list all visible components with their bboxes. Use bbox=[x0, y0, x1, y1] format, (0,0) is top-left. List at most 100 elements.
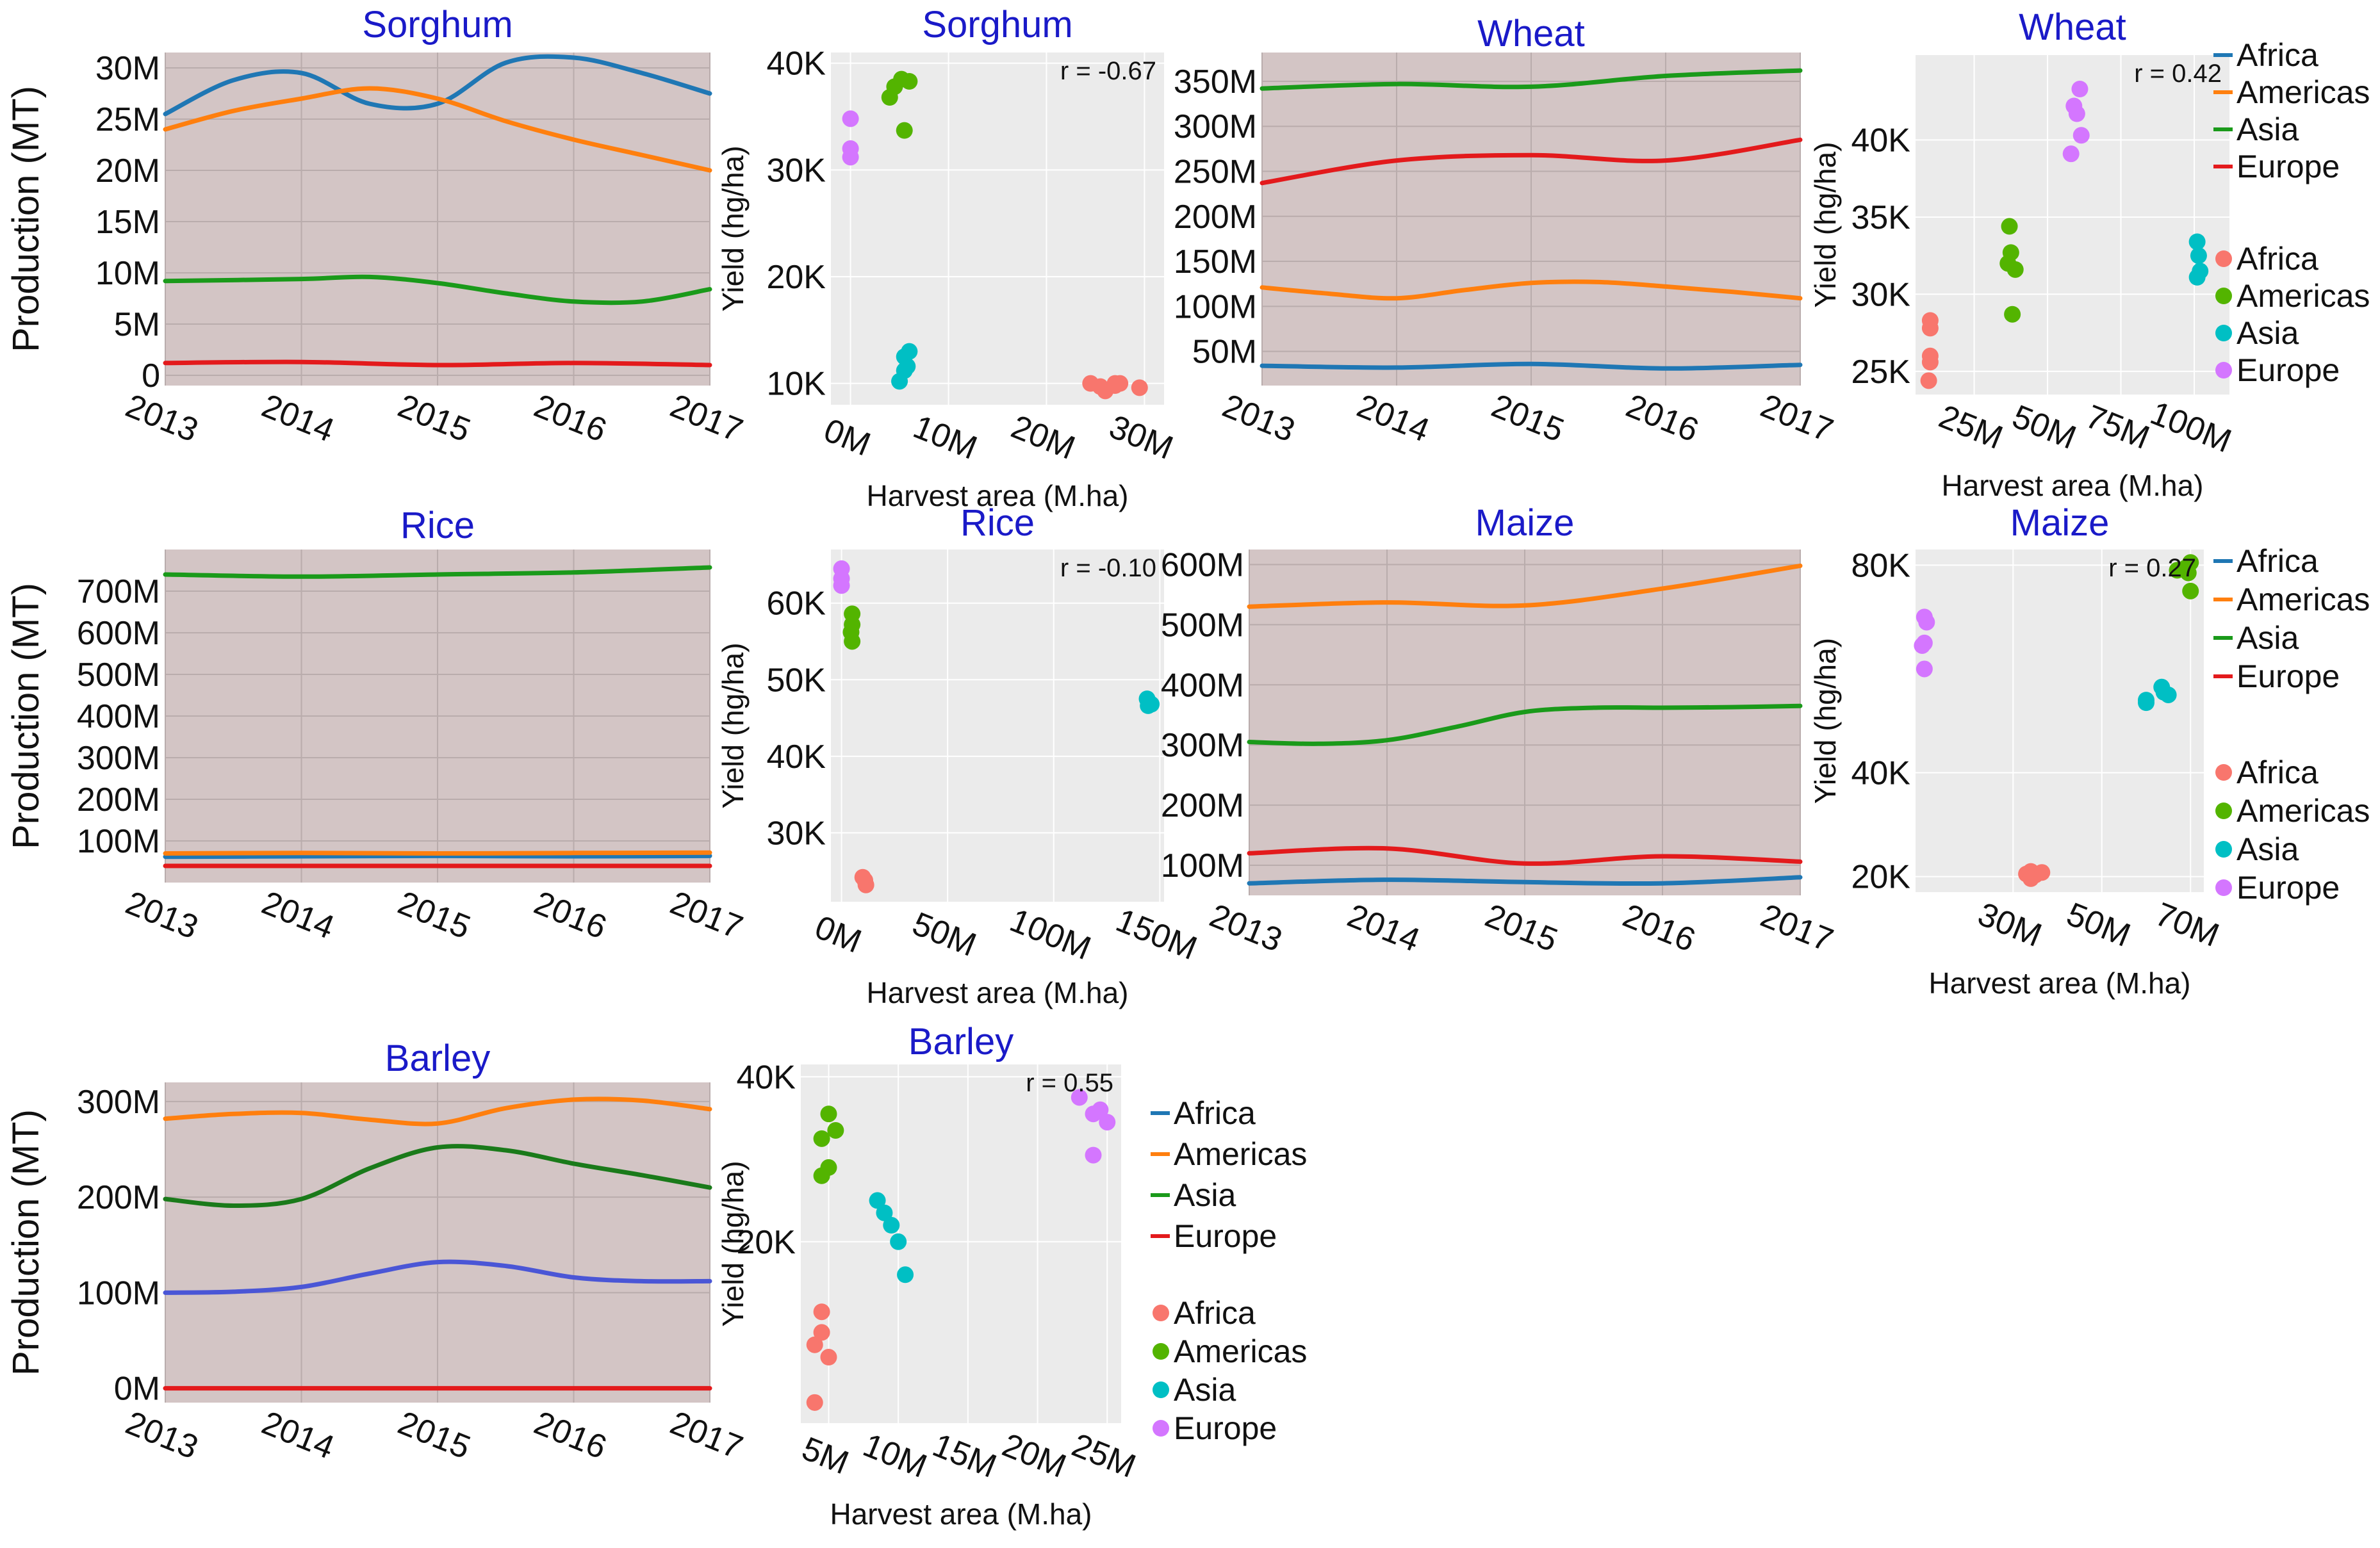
legend-point-label: Europe bbox=[2236, 870, 2340, 906]
legend-line-label: Americas bbox=[1174, 1136, 1307, 1172]
x-tick-label: 10M bbox=[908, 408, 982, 467]
y-tick-label: 10K bbox=[766, 366, 826, 403]
x-tick-label: 25M bbox=[1934, 398, 2008, 457]
legend-point-swatch bbox=[2215, 288, 2232, 304]
y-tick-label: 100M bbox=[1174, 288, 1257, 325]
y-tick-label: 60K bbox=[766, 585, 826, 623]
x-tick-label: 2017 bbox=[1755, 897, 1838, 959]
x-tick-label: 2015 bbox=[393, 1405, 475, 1467]
y-tick-label: 300M bbox=[1174, 108, 1257, 145]
legend-point-swatch bbox=[1153, 1305, 1169, 1321]
data-point-africa bbox=[820, 1349, 837, 1366]
x-axis-label: Harvest area (M.ha) bbox=[866, 479, 1128, 512]
data-point-europe bbox=[833, 577, 850, 594]
x-tick-label: 2013 bbox=[1217, 387, 1300, 450]
y-tick-label: 25M bbox=[95, 101, 160, 138]
data-point-americas bbox=[2001, 218, 2018, 235]
data-point-europe bbox=[1914, 637, 1931, 654]
x-tick-label: 150M bbox=[1111, 902, 1202, 968]
data-point-asia bbox=[2190, 247, 2207, 265]
legend-point-swatch bbox=[2215, 803, 2232, 819]
y-tick-label: 40K bbox=[1851, 122, 1910, 159]
y-tick-label: 30K bbox=[766, 815, 826, 852]
y-tick-label: 50K bbox=[766, 662, 826, 699]
data-point-europe bbox=[1099, 1114, 1116, 1131]
legend-point-label: Asia bbox=[1174, 1372, 1236, 1408]
y-tick-label: 40K bbox=[766, 738, 826, 776]
x-tick-label: 2016 bbox=[1621, 387, 1703, 450]
y-tick-label: 100M bbox=[77, 823, 160, 860]
y-tick-label: 25K bbox=[1851, 354, 1910, 391]
legend-line-label: Asia bbox=[2236, 620, 2299, 656]
series-line-europe bbox=[163, 359, 712, 368]
data-point-africa bbox=[1921, 320, 1939, 337]
series-line-europe bbox=[1247, 845, 1803, 866]
y-tick-label: 300M bbox=[77, 740, 160, 777]
x-tick-label: 100M bbox=[1005, 902, 1096, 968]
legend-line-label: Africa bbox=[1174, 1095, 1256, 1131]
legend-maize: AfricaAmericasAsiaEuropeAfricaAmericasAs… bbox=[2213, 543, 2370, 906]
panel-maize-scatter: Maize 20K 40K 80K 30M 50M 70M Yield (hg/ha) Harv… bbox=[1809, 502, 2224, 1000]
series-line-africa bbox=[163, 54, 712, 117]
legend-line-label: Africa bbox=[2236, 543, 2318, 579]
y-tick-label: 20K bbox=[1851, 859, 1910, 896]
panel-title: Rice bbox=[400, 505, 475, 546]
legend-point-swatch bbox=[1153, 1343, 1169, 1360]
y-axis-label: Production (MT) bbox=[5, 1109, 47, 1376]
legend-line-label: Europe bbox=[2236, 149, 2340, 184]
data-point-africa bbox=[857, 876, 874, 893]
data-point-europe bbox=[2068, 105, 2085, 122]
y-tick-label: 100M bbox=[77, 1275, 160, 1312]
series-line-americas bbox=[163, 86, 712, 173]
y-tick-label: 500M bbox=[77, 656, 160, 694]
data-point-americas bbox=[820, 1105, 837, 1123]
data-point-asia bbox=[899, 358, 916, 375]
series-line-americas bbox=[163, 850, 712, 856]
legend-point-swatch bbox=[1153, 1420, 1169, 1437]
x-tick-label: 2016 bbox=[529, 387, 612, 450]
legend-point-label: Africa bbox=[2236, 241, 2318, 277]
data-point-asia bbox=[869, 1192, 886, 1209]
legend-point-label: Asia bbox=[2236, 831, 2299, 867]
x-tick-label: 2015 bbox=[1486, 387, 1569, 450]
legend-point-label: Africa bbox=[1174, 1295, 1256, 1331]
series-line-asia bbox=[163, 565, 712, 579]
panel-title: Barley bbox=[908, 1021, 1014, 1063]
x-tick-label: 100M bbox=[2146, 395, 2236, 460]
data-point-americas bbox=[2182, 582, 2199, 599]
data-point-americas bbox=[896, 122, 913, 139]
legend-point-swatch bbox=[2215, 841, 2232, 858]
y-tick-label: 35K bbox=[1851, 199, 1910, 236]
x-tick-label: 50M bbox=[2007, 398, 2081, 457]
legend-point-label: Africa bbox=[2236, 754, 2318, 790]
series-line-asia bbox=[1247, 703, 1803, 746]
series-line-americas bbox=[1247, 563, 1803, 609]
panel-title: Wheat bbox=[2019, 6, 2126, 48]
y-tick-label: 150M bbox=[1174, 243, 1257, 281]
series-line-africa bbox=[1247, 875, 1803, 886]
data-point-americas bbox=[844, 633, 861, 650]
x-axis-label: Harvest area (M.ha) bbox=[866, 976, 1128, 1009]
panel-title: Sorghum bbox=[362, 4, 513, 45]
x-tick-label: 2017 bbox=[665, 1405, 748, 1467]
y-axis-label: Yield (hg/ha) bbox=[716, 1161, 750, 1326]
legend-point-label: Europe bbox=[2236, 352, 2340, 388]
y-tick-label: 200M bbox=[1174, 199, 1257, 236]
x-tick-label: 70M bbox=[2150, 895, 2224, 954]
legend-point-swatch bbox=[2215, 362, 2232, 379]
legend-line-label: Americas bbox=[2236, 74, 2370, 110]
y-tick-label: 250M bbox=[1174, 154, 1257, 191]
series-line-africa bbox=[1260, 361, 1803, 371]
x-tick-label: 30M bbox=[1973, 895, 2047, 954]
data-point-europe bbox=[1916, 660, 1933, 678]
series-line-asia bbox=[163, 274, 712, 306]
y-tick-label: 100M bbox=[1161, 847, 1244, 884]
correlation-label: r = -0.67 bbox=[1060, 57, 1156, 85]
plot-background bbox=[801, 1064, 1121, 1423]
x-axis-label: Harvest area (M.ha) bbox=[1928, 966, 2190, 1000]
series-line-asia bbox=[163, 1144, 712, 1209]
panel-title: Wheat bbox=[1477, 13, 1585, 54]
y-tick-label: 20K bbox=[766, 259, 826, 296]
data-point-americas bbox=[2004, 306, 2021, 323]
x-tick-label: 30M bbox=[1104, 408, 1178, 467]
